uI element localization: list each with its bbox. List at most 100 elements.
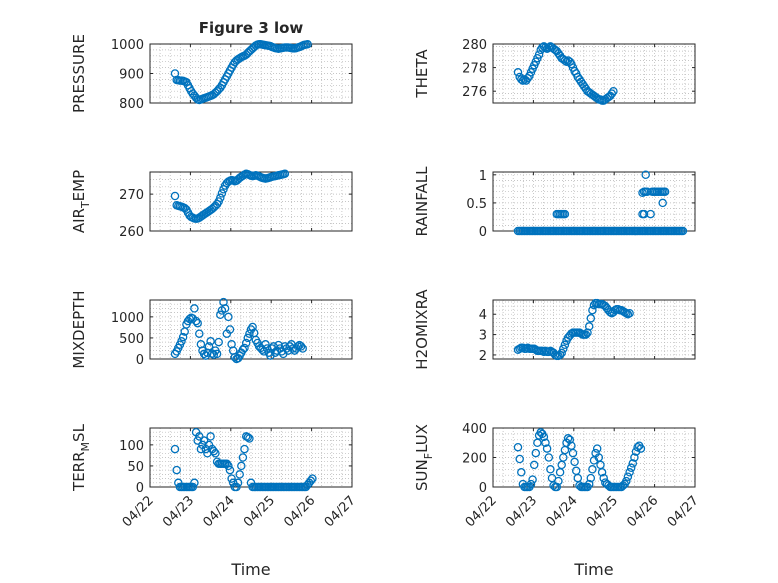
data-point [521, 344, 531, 354]
data-point [626, 463, 636, 473]
y-tick-label: 100 [119, 439, 144, 454]
y-tick-label: 278 [462, 62, 487, 77]
data-point [211, 449, 220, 458]
axes-box [492, 43, 696, 104]
data-point [232, 482, 241, 492]
subplot-5: 0 500 1000 MIXDEPTH [70, 290, 353, 369]
data-point [308, 474, 317, 483]
data-point [245, 434, 254, 443]
data-point [625, 468, 634, 477]
y-tick-label: 1000 [111, 38, 144, 53]
data-point [238, 345, 248, 354]
y-axis-label: PRESSURE [70, 34, 88, 113]
data-point [646, 209, 655, 219]
y-axis-label: RAINFALL [413, 166, 431, 237]
data-point [518, 76, 528, 85]
data-point [193, 318, 202, 328]
y-axis-label: THETA [413, 49, 431, 99]
y-tick-label: 260 [119, 225, 144, 240]
data-point [588, 305, 597, 315]
data-point [193, 436, 202, 445]
y-tick-label: 1000 [111, 311, 144, 326]
data-point [227, 474, 236, 483]
data-point [288, 344, 298, 353]
data-point [559, 344, 568, 354]
data-point [554, 476, 563, 486]
data-point [678, 226, 688, 236]
y-tick-label: 276 [462, 85, 487, 100]
data-point [178, 332, 188, 342]
data-point [225, 465, 235, 475]
data-point [560, 56, 570, 65]
data-point [195, 329, 204, 338]
data-point [581, 330, 591, 339]
data-point [660, 187, 670, 196]
data-point [586, 473, 596, 483]
y-tick-label: 2 [479, 349, 487, 364]
data-point [225, 325, 235, 334]
data-point [224, 312, 233, 322]
data-point [562, 57, 571, 66]
y-tick-label: 0 [479, 481, 487, 496]
data-point [206, 432, 215, 441]
data-point [233, 478, 243, 488]
data-point [630, 453, 639, 462]
data-point [584, 479, 594, 489]
data-point [241, 338, 251, 348]
data-point [622, 476, 631, 486]
data-point [280, 169, 290, 179]
subplot-1: 800 900 1000 PRESSURE [70, 34, 353, 113]
data-point [513, 68, 523, 77]
figure-title: Figure 3 low [199, 19, 304, 37]
data-point [515, 454, 524, 464]
data-point [557, 348, 566, 358]
data-point [212, 349, 222, 359]
data-point [592, 444, 602, 453]
subplot-4: 0 0.5 1 RAINFALL [413, 166, 696, 240]
data-point [641, 170, 650, 180]
y-tick-label: 800 [119, 97, 144, 112]
axes-box [149, 299, 353, 360]
data-point [191, 316, 201, 326]
y-tick-label: 900 [119, 68, 144, 83]
y-tick-label: 270 [119, 188, 144, 203]
data-point [513, 442, 523, 452]
data-point [584, 322, 594, 331]
data-point [170, 191, 180, 201]
y-tick-label: 0 [136, 353, 144, 368]
data-point [195, 432, 204, 441]
data-point [293, 342, 303, 351]
subplot-6: 2 3 4 H2OMIXRA [413, 289, 696, 370]
data-point [204, 342, 214, 351]
subplot-2: 276 278 280 THETA [413, 38, 696, 105]
data-point [609, 86, 618, 96]
data-point [560, 209, 570, 219]
data-point [217, 189, 227, 198]
data-point [638, 188, 647, 198]
data-point [243, 433, 253, 442]
data-point [563, 434, 573, 443]
data-point [639, 187, 649, 196]
y-tick-label: 500 [119, 332, 144, 347]
data-point [588, 465, 597, 474]
data-point [177, 337, 186, 346]
data-point [230, 353, 240, 362]
data-point [628, 459, 638, 468]
data-point [245, 329, 254, 338]
data-point [214, 337, 223, 347]
y-tick-label: 50 [127, 460, 144, 475]
data-point [237, 461, 246, 471]
data-point [206, 337, 215, 346]
data-point [552, 482, 562, 492]
data-point [658, 198, 667, 208]
y-axis-label: TERRMSL [70, 423, 92, 492]
y-tick-label: 1 [479, 169, 487, 184]
data-point [298, 344, 307, 353]
subplot-3: 260 270 AIRTEMP [70, 169, 353, 240]
data-point [240, 444, 249, 454]
data-point [216, 310, 225, 320]
data-point [303, 40, 312, 49]
y-axis-label: SUNFLUX [413, 424, 435, 491]
